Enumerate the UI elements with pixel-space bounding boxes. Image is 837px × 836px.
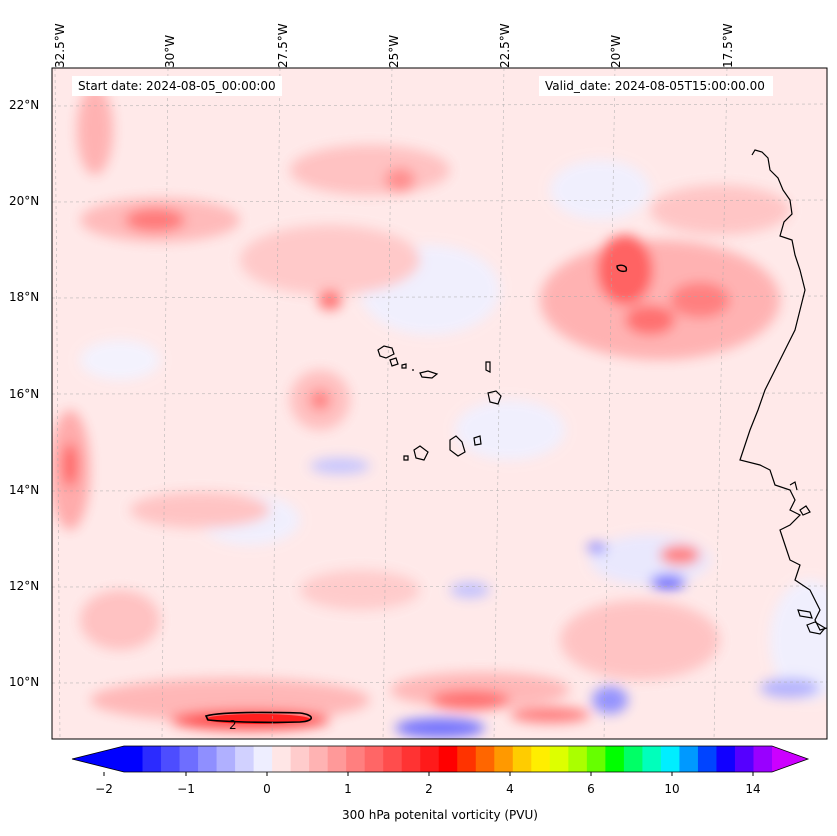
- colorbar-swatch: [124, 746, 144, 772]
- map-frame: [51, 67, 828, 740]
- colorbar-frame: [71, 745, 810, 773]
- colorbar-tick: 10: [664, 782, 680, 796]
- lat-label-22n: 22°N: [9, 98, 40, 112]
- colorbar-swatch: [346, 746, 366, 772]
- colorbar-swatch: [586, 746, 606, 772]
- colorbar-swatch: [642, 746, 662, 772]
- colorbar-swatch: [623, 746, 643, 772]
- coastline: [377, 149, 827, 635]
- colorbar-swatch: [679, 746, 699, 772]
- colorbar-swatch: [401, 746, 421, 772]
- colorbar-swatch: [753, 746, 773, 772]
- colorbar-swatch: [697, 746, 717, 772]
- colorbar-tick: 2: [425, 782, 433, 796]
- valid-date-title: Valid_date: 2024-08-05T15:00:00.00: [539, 76, 773, 96]
- colorbar-swatch: [161, 746, 181, 772]
- pv-2-contour: [204, 711, 313, 724]
- lon-label-20w: 20°W: [609, 34, 623, 68]
- colorbar-swatch: [327, 746, 347, 772]
- colorbar-swatch: [142, 746, 162, 772]
- lat-label-20n: 20°N: [9, 194, 40, 208]
- colorbar-swatch: [438, 746, 458, 772]
- start-date-title: Start date: 2024-08-05_00:00:00: [72, 76, 282, 96]
- colorbar-swatch: [512, 746, 532, 772]
- colorbar-swatch: [364, 746, 384, 772]
- colorbar-tick: 0: [263, 782, 271, 796]
- colorbar-over-arrow: [772, 746, 808, 772]
- colorbar-swatch: [383, 746, 403, 772]
- colorbar: [71, 745, 810, 776]
- colorbar-swatch: [549, 746, 569, 772]
- colorbar-swatch: [216, 746, 236, 772]
- colorbar-swatch: [309, 746, 329, 772]
- pv-2-contour-small: [616, 264, 628, 273]
- colorbar-swatch: [198, 746, 218, 772]
- colorbar-swatch: [716, 746, 736, 772]
- colorbar-swatch: [420, 746, 440, 772]
- colorbar-swatch: [475, 746, 495, 772]
- graticule: [52, 68, 827, 739]
- colorbar-swatch: [290, 746, 310, 772]
- colorbar-swatch: [734, 746, 754, 772]
- colorbar-tick: −1: [177, 782, 195, 796]
- colorbar-swatch: [272, 746, 292, 772]
- colorbar-swatch: [605, 746, 625, 772]
- lat-label-10n: 10°N: [9, 675, 40, 689]
- colorbar-tick: 14: [745, 782, 761, 796]
- colorbar-swatch: [179, 746, 199, 772]
- lat-label-14n: 14°N: [9, 483, 40, 497]
- colorbar-tick: 1: [344, 782, 352, 796]
- colorbar-tick: −2: [95, 782, 113, 796]
- colorbar-under-arrow: [72, 746, 124, 772]
- lon-label-17-5w: 17.5°W: [721, 23, 735, 68]
- lon-label-30w: 30°W: [163, 34, 177, 68]
- lat-label-18n: 18°N: [9, 290, 40, 304]
- lat-label-16n: 16°N: [9, 387, 40, 401]
- lat-label-12n: 12°N: [9, 579, 40, 593]
- pv-field: [52, 68, 827, 739]
- colorbar-tick: 4: [506, 782, 514, 796]
- colorbar-swatch: [457, 746, 477, 772]
- contour-label: 2: [229, 718, 237, 732]
- lon-label-27-5w: 27.5°W: [276, 23, 290, 68]
- lon-label-32-5w: 32.5°W: [53, 23, 67, 68]
- colorbar-swatch: [531, 746, 551, 772]
- colorbar-swatch: [253, 746, 273, 772]
- colorbar-swatch: [660, 746, 680, 772]
- colorbar-swatch: [235, 746, 255, 772]
- colorbar-label: 300 hPa potenital vorticity (PVU): [342, 808, 538, 822]
- colorbar-swatch: [494, 746, 514, 772]
- colorbar-tick: 6: [587, 782, 595, 796]
- lon-label-25w: 25°W: [387, 34, 401, 68]
- colorbar-swatch: [568, 746, 588, 772]
- lon-label-22-5w: 22.5°W: [498, 23, 512, 68]
